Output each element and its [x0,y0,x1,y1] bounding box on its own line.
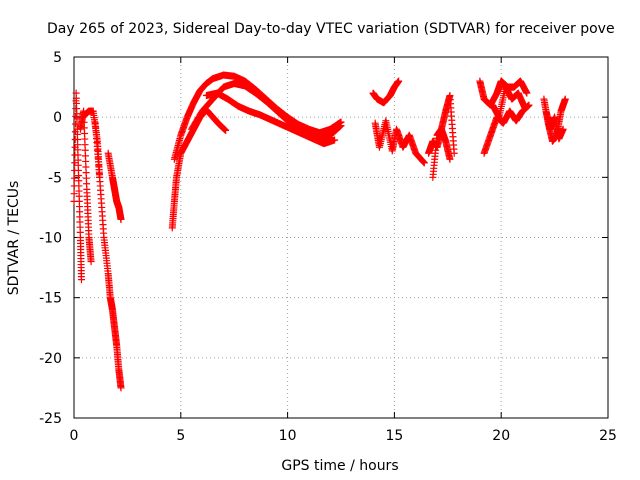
x-tick-label: 20 [492,428,510,444]
y-tick-label: -25 [39,411,62,427]
plot-frame [73,56,609,419]
x-tick-labels: 0 5 10 15 20 25 [70,428,617,444]
data-point [420,159,428,167]
y-tick-label: 0 [53,110,62,126]
data-point [87,258,95,266]
data-point [523,89,531,97]
data-points [70,71,569,392]
y-tick-label: -20 [39,351,62,367]
data-point [117,215,125,223]
series-arc-10 [369,77,403,107]
series-arc-9 [202,89,339,148]
y-tick-label: 5 [53,50,62,66]
data-point [70,174,78,182]
data-point [117,384,125,392]
data-point [336,122,344,130]
data-point [446,155,454,163]
grid [74,57,608,418]
data-point [70,190,78,198]
data-point [335,123,343,131]
series-arc-4 [91,119,125,392]
data-point [561,95,569,103]
series-arc-8 [187,79,345,142]
x-tick-label: 25 [599,428,617,444]
data-point [419,158,427,166]
y-tick-label: -5 [48,170,62,186]
data-point [77,276,85,284]
series-arc-11 [371,117,428,167]
series-arc-6 [168,106,230,232]
x-axis-label: GPS time / hours [281,458,398,474]
series-arc-16 [489,83,529,121]
data-point [337,122,345,130]
data-point [222,126,230,134]
x-tick-label: 10 [279,428,297,444]
data-point [331,136,339,144]
y-tick-label: -15 [39,291,62,307]
x-tick-label: 0 [70,428,79,444]
y-tick-label: -10 [39,231,62,247]
data-point [395,77,403,85]
data-point [420,158,428,166]
data-point [521,104,529,112]
y-tick-labels: -25 -20 -15 -10 -5 0 5 [39,50,62,427]
data-point [559,125,567,133]
series-arc-18 [542,107,567,143]
x-tick-label: 5 [176,428,185,444]
series-arc-5 [104,149,125,223]
series-arc-13 [425,125,454,163]
y-axis-label: SDTVAR / TECUs [6,181,22,296]
chart-title: Day 265 of 2023, Sidereal Day-to-day VTE… [47,21,615,37]
series-arc-1 [70,89,85,284]
x-tick-label: 15 [385,428,403,444]
